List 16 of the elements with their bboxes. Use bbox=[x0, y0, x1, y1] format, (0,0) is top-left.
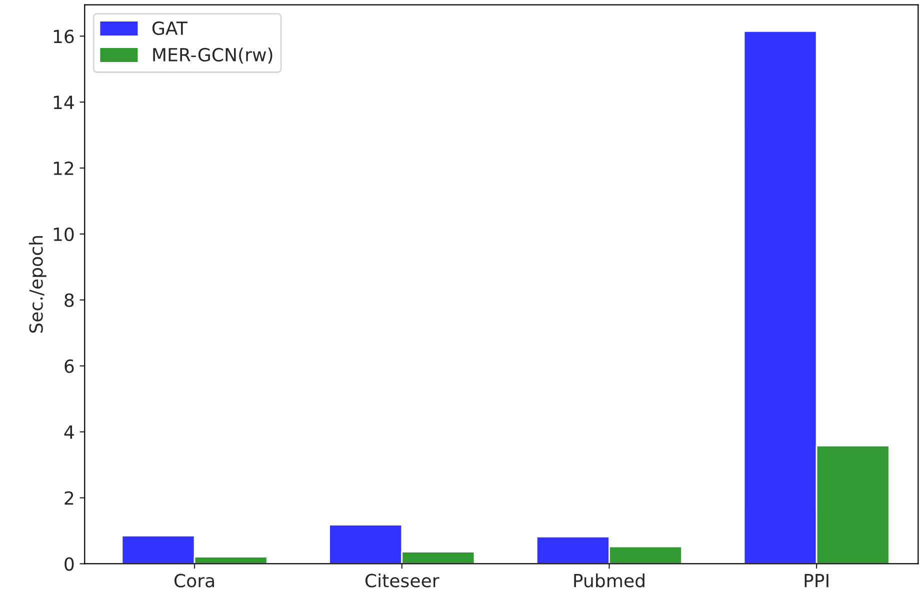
y-tick-label: 2 bbox=[64, 491, 74, 505]
y-tick-label: 16 bbox=[54, 30, 74, 44]
y-axis-title: Sec./epoch bbox=[28, 236, 46, 333]
y-tick-label: 12 bbox=[54, 161, 74, 175]
legend-label: GAT bbox=[152, 21, 188, 36]
legend-label: MER-GCN(rw) bbox=[153, 48, 272, 64]
y-tick-label: 0 bbox=[64, 557, 74, 571]
y-tick-label: 8 bbox=[64, 293, 74, 308]
y-tick-label: 4 bbox=[64, 426, 74, 439]
y-tick-label: 6 bbox=[64, 359, 74, 374]
x-tick-label: Pubmed bbox=[574, 573, 644, 588]
y-tick-label: 10 bbox=[54, 227, 74, 242]
x-tick-label: Citeseer bbox=[365, 573, 440, 588]
x-tick-label: PPI bbox=[804, 574, 828, 588]
y-tick-label: 14 bbox=[54, 96, 74, 109]
x-tick-label: Cora bbox=[174, 574, 214, 588]
